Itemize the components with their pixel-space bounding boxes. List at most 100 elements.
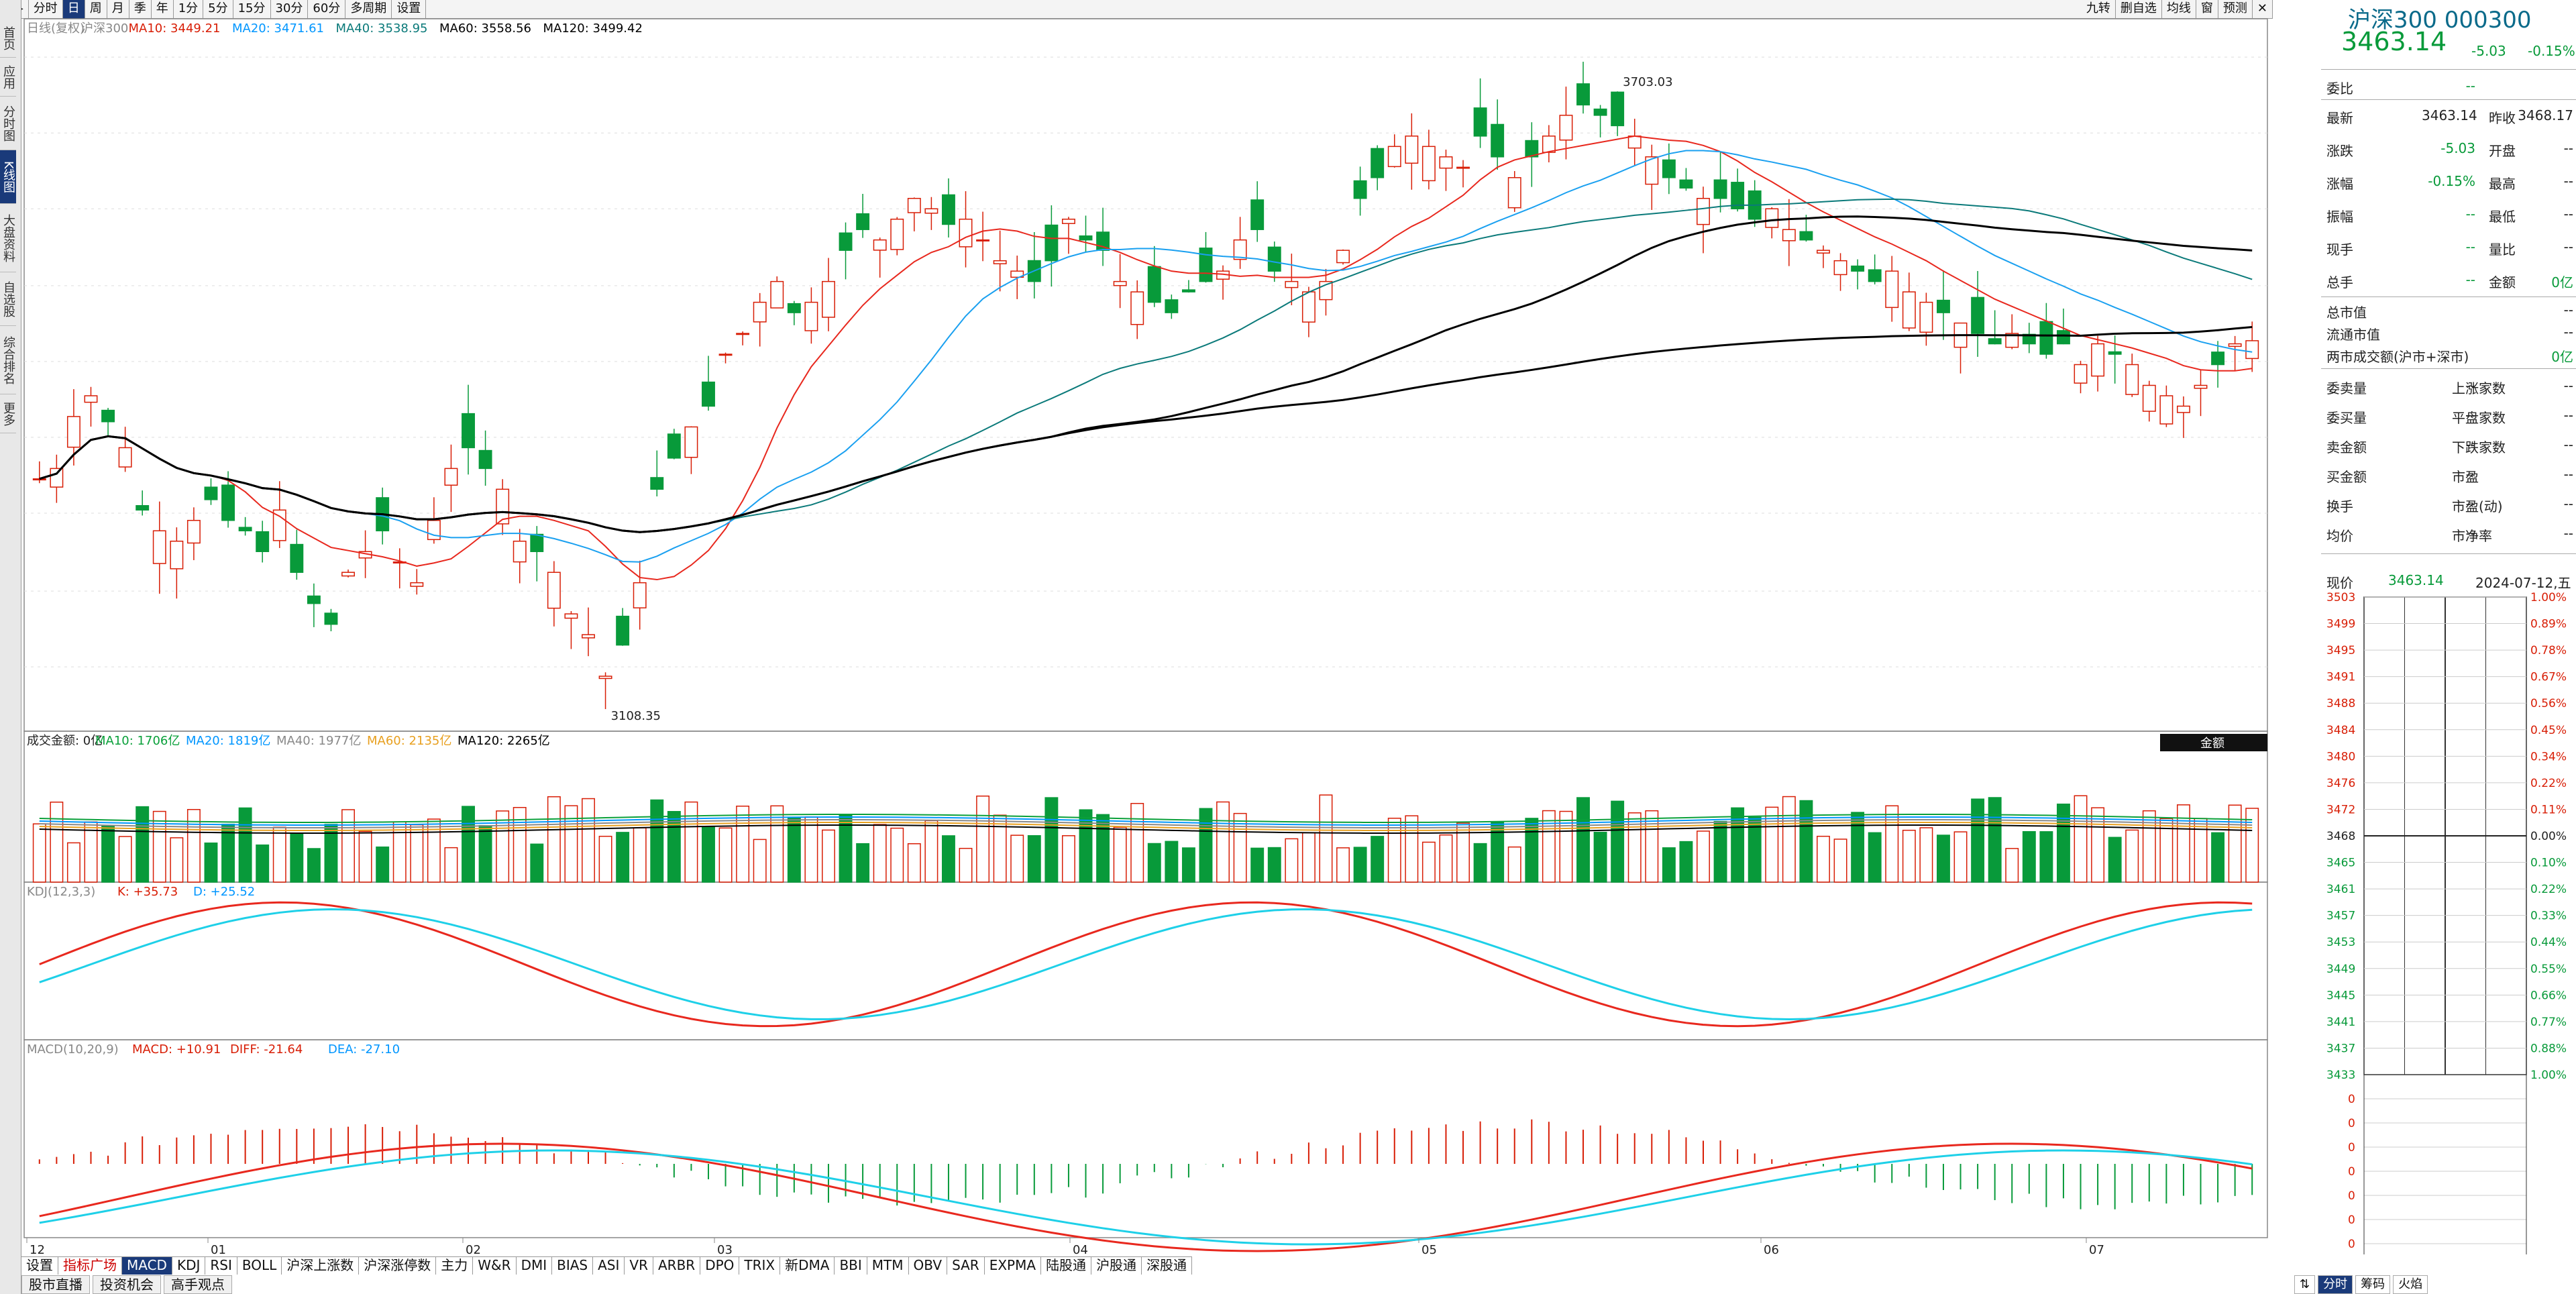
nav-6[interactable]: 综合排名	[0, 326, 16, 394]
intraday-pct-tick: 0.56%	[2530, 697, 2567, 710]
indicator-tab-2[interactable]: MACD	[122, 1257, 172, 1275]
indicator-tab-24[interactable]: 沪股通	[1091, 1257, 1142, 1275]
candle-body	[1473, 107, 1487, 137]
indicator-tab-6[interactable]: 沪深上涨数	[282, 1257, 360, 1275]
period-3[interactable]: 月	[107, 0, 129, 19]
indicator-tab-8[interactable]: 主力	[436, 1257, 474, 1275]
quote-value: --	[2563, 173, 2573, 189]
tool-0[interactable]: 九转	[2082, 0, 2116, 19]
volume-bar	[444, 847, 458, 883]
candle-body	[770, 280, 784, 309]
bottom-link-1[interactable]: 投资机会	[93, 1275, 161, 1294]
nav-2[interactable]: 分时图	[0, 97, 16, 150]
volume-bar	[1199, 808, 1213, 883]
market-row: 总市值 --	[2321, 294, 2576, 323]
indicator-tab-21[interactable]: SAR	[947, 1257, 985, 1275]
bottom-link-0[interactable]: 股市直播	[21, 1275, 90, 1294]
tool-1[interactable]: 删自选	[2116, 0, 2162, 19]
indicator-tab-3[interactable]: KDJ	[172, 1257, 206, 1275]
volume-tag[interactable]	[2160, 734, 2267, 751]
indicator-tab-17[interactable]: 新DMA	[780, 1257, 835, 1275]
candle-body	[616, 615, 630, 646]
indicator-tab-25[interactable]: 深股通	[1142, 1257, 1193, 1275]
tool-4[interactable]: 预测	[2218, 0, 2253, 19]
ma-legend: 沪深300	[81, 21, 128, 36]
now-date: 2024-07-12,五	[2475, 575, 2571, 591]
tool-2[interactable]: 均线	[2162, 0, 2196, 19]
indicator-tab-9[interactable]: W&R	[473, 1257, 517, 1275]
period-2[interactable]: 周	[85, 0, 107, 19]
candle-body	[1010, 270, 1024, 278]
candle-body	[650, 477, 664, 490]
kline-chart[interactable]: 3736366335903516344333703297322231493703…	[0, 0, 2273, 1256]
candle-body	[84, 395, 98, 403]
period-4[interactable]: 季	[129, 0, 152, 19]
market-label: 总市值	[2326, 305, 2367, 321]
volume-legend: MA60: 2135亿	[367, 734, 451, 748]
indicator-tab-5[interactable]: BOLL	[237, 1257, 282, 1275]
quote-label: 昨收	[2489, 110, 2516, 126]
nav-3[interactable]: K线图	[0, 150, 16, 204]
intraday-chart[interactable]: 3503 1.00% 3499 0.89% 3495 0.78% 3491 0.67% 3488…	[2321, 590, 2576, 1254]
right-tab-2[interactable]: 火焰	[2393, 1275, 2428, 1294]
indicator-tab-10[interactable]: DMI	[517, 1257, 553, 1275]
nav-0[interactable]: 首页	[0, 19, 16, 58]
period-0[interactable]: 分时	[29, 0, 63, 19]
macd-legend: DEA: -27.10	[328, 1042, 400, 1057]
indicator-tab-22[interactable]: EXPMA	[985, 1257, 1042, 1275]
stock-pct: -0.15%	[2528, 43, 2575, 59]
indicator-tab-12[interactable]: ASI	[593, 1257, 625, 1275]
period-8[interactable]: 15分	[233, 0, 271, 19]
period-11[interactable]: 多周期	[345, 0, 392, 19]
indicator-tab-11[interactable]: BIAS	[552, 1257, 594, 1275]
panel-toggle-icon[interactable]: ⇅	[2294, 1275, 2316, 1294]
close-icon[interactable]: ✕	[2253, 0, 2273, 19]
candle-body	[2159, 395, 2174, 425]
indicator-tab-14[interactable]: ARBR	[653, 1257, 701, 1275]
period-9[interactable]: 30分	[271, 0, 309, 19]
volume-bar	[290, 832, 304, 883]
kdj-k-line	[39, 901, 2253, 1028]
bottom-link-2[interactable]: 高手观点	[164, 1275, 232, 1294]
candle-body	[1868, 269, 1882, 282]
tool-3[interactable]: 窗	[2196, 0, 2218, 19]
candle-body	[582, 634, 595, 639]
indicator-tab-4[interactable]: RSI	[205, 1257, 237, 1275]
indicator-tab-13[interactable]: VR	[625, 1257, 653, 1275]
period-10[interactable]: 60分	[308, 0, 346, 19]
indicator-tab-7[interactable]: 沪深涨停数	[359, 1257, 437, 1275]
indicator-tab-0[interactable]: 设置	[21, 1257, 58, 1275]
nav-4[interactable]: 大盘资料	[0, 204, 16, 272]
month-label: 01	[211, 1243, 226, 1256]
nav-1[interactable]: 应用	[0, 58, 16, 97]
period-12[interactable]: 设置	[392, 0, 427, 19]
indicator-tab-19[interactable]: MTM	[867, 1257, 909, 1275]
indicator-tab-20[interactable]: OBV	[909, 1257, 948, 1275]
indicator-tab-23[interactable]: 陆股通	[1041, 1257, 1092, 1275]
indicator-tab-1[interactable]: 指标广场	[58, 1257, 122, 1275]
indicator-tab-16[interactable]: TRIX	[739, 1257, 781, 1275]
candle-body	[2142, 384, 2156, 412]
nav-5[interactable]: 自选股	[0, 272, 16, 326]
volume-bar	[1507, 846, 1521, 883]
volume-ma-line	[39, 816, 2253, 826]
period-6[interactable]: 1分	[174, 0, 204, 19]
intraday-pct-tick: 0.22%	[2530, 883, 2567, 896]
intraday-pct-tick: 0.45%	[2530, 724, 2567, 737]
volume-bar	[307, 848, 321, 883]
period-7[interactable]: 5分	[203, 0, 233, 19]
candle-body	[1301, 291, 1316, 323]
period-1[interactable]: 日	[62, 0, 85, 19]
candle-body	[1199, 248, 1213, 282]
candle-body	[547, 572, 561, 609]
right-tab-1[interactable]: 筹码	[2355, 1275, 2391, 1294]
period-5[interactable]: 年	[152, 0, 174, 19]
candle-body	[2245, 340, 2259, 360]
quote-value: --	[2465, 239, 2475, 255]
indicator-tab-15[interactable]: DPO	[700, 1257, 740, 1275]
volume-bar	[1662, 847, 1676, 883]
right-tab-0[interactable]: 分时	[2318, 1275, 2353, 1294]
nav-7[interactable]: 更多	[0, 394, 16, 433]
candle-body	[667, 433, 681, 459]
indicator-tab-18[interactable]: BBI	[835, 1257, 867, 1275]
